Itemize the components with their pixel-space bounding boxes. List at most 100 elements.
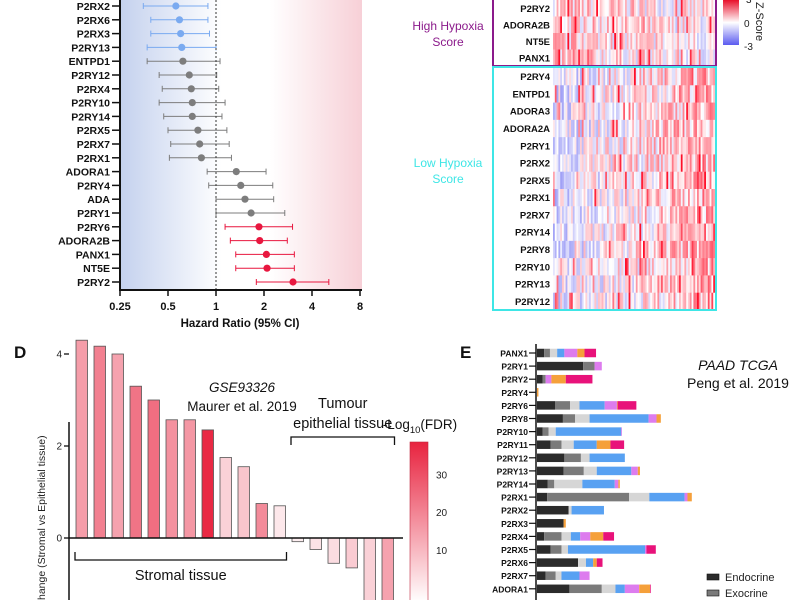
heatmap-cell	[689, 85, 692, 103]
heatmap-cell	[686, 206, 689, 224]
heatmap-cell	[563, 137, 566, 155]
heatmap-cell	[695, 223, 698, 242]
heatmap-cell	[608, 275, 611, 294]
heatmap-cell	[590, 85, 593, 103]
heatmap-cell	[662, 137, 665, 155]
heatmap-cell	[700, 275, 703, 294]
heatmap-cell	[666, 292, 669, 311]
heatmap-cell	[700, 102, 703, 121]
heatmap-cell	[554, 137, 557, 155]
heatmap-cell	[650, 102, 653, 121]
heatmap-cell	[598, 223, 601, 242]
heatmap-cell	[682, 275, 685, 294]
stacked-segment	[537, 479, 548, 489]
category-label: P2RY4	[501, 388, 528, 398]
heatmap-cell	[673, 49, 676, 67]
heatmap-cell	[688, 0, 691, 17]
heatmap-cell	[563, 33, 566, 50]
low-hypoxia-box	[492, 66, 717, 311]
heatmap-cell	[643, 102, 646, 121]
heatmap-cell	[585, 292, 588, 311]
heatmap-cell	[634, 206, 637, 224]
heatmap-cell	[612, 258, 615, 276]
heatmap-cell	[652, 68, 655, 86]
heatmap-cell	[567, 102, 570, 121]
heatmap-cell	[646, 0, 649, 17]
heatmap-cell	[664, 119, 667, 138]
heatmap-cell	[569, 154, 572, 173]
heatmap-cell	[565, 16, 568, 34]
heatmap-cell	[709, 68, 712, 86]
heatmap-cell	[677, 240, 680, 259]
heatmap-cell	[599, 119, 602, 138]
heatmap-cell	[560, 206, 563, 224]
heatmap-cell	[679, 171, 682, 190]
heatmap-cell	[605, 206, 608, 224]
heatmap-cell	[664, 85, 667, 103]
heatmap-cell	[659, 33, 662, 50]
heatmap-row-label: P2RY10	[515, 262, 550, 273]
heatmap-cell	[576, 206, 579, 224]
heatmap-cell	[677, 206, 680, 224]
stacked-segment	[580, 453, 590, 463]
heatmap-cell	[677, 102, 680, 121]
heatmap-cell	[585, 137, 588, 155]
heatmap-cell	[630, 33, 633, 50]
heatmap-cell	[664, 16, 667, 34]
heatmap-cell	[628, 171, 631, 190]
heatmap-cell	[661, 0, 664, 17]
heatmap-cell	[670, 206, 673, 224]
heatmap-cell	[704, 171, 707, 190]
heatmap-cell	[693, 49, 696, 67]
stacked-segment	[555, 571, 562, 580]
stacked-segment	[537, 584, 570, 594]
heatmap-cell	[697, 33, 700, 50]
heatmap-cell	[670, 292, 673, 311]
heatmap-cell	[641, 0, 644, 17]
heatmap-cell	[698, 68, 701, 86]
heatmap-cell	[601, 119, 604, 138]
heatmap-cell	[553, 0, 556, 17]
category-label: P2RY13	[497, 466, 529, 476]
heatmap-cell	[583, 223, 586, 242]
heatmap-cell	[644, 119, 647, 138]
heatmap-cell	[671, 68, 674, 86]
heatmap-cell	[623, 85, 626, 103]
heatmap-cell	[580, 85, 583, 103]
heatmap-cell	[562, 292, 565, 311]
heatmap-cell	[572, 171, 575, 190]
heatmap-cell	[621, 85, 624, 103]
heatmap-cell	[686, 85, 689, 103]
fold-change-bar	[363, 537, 376, 600]
category-label: P2RY2	[501, 375, 528, 385]
stacked-segment	[596, 466, 632, 476]
heatmap-cell	[641, 33, 644, 50]
heatmap-cell	[580, 223, 583, 242]
forest-background	[120, 0, 362, 290]
heatmap-cell	[644, 223, 647, 242]
heatmap-cell	[682, 0, 685, 17]
heatmap-cell	[713, 189, 716, 207]
heatmap-cell	[641, 223, 644, 242]
heatmap-cell	[585, 189, 588, 207]
stacked-segment	[549, 348, 558, 358]
heatmap-cell	[704, 275, 707, 294]
heatmap-cell	[594, 16, 597, 34]
heatmap-cell	[628, 292, 631, 311]
heatmap-cell	[612, 189, 615, 207]
heatmap-cell	[634, 275, 637, 294]
heatmap-cell	[632, 258, 635, 276]
heatmap-cell	[626, 275, 629, 294]
heatmap-cell	[652, 258, 655, 276]
heatmap-cell	[589, 223, 592, 242]
heatmap-cell	[587, 223, 590, 242]
heatmap-cell	[634, 68, 637, 86]
heatmap-cell	[554, 119, 557, 138]
heatmap-cell	[713, 223, 716, 242]
heatmap-cell	[565, 258, 568, 276]
heatmap-cell	[583, 102, 586, 121]
heatmap-cell	[686, 275, 689, 294]
heatmap-cell	[596, 33, 599, 50]
heatmap-cell	[686, 119, 689, 138]
heatmap-cell	[612, 240, 615, 259]
